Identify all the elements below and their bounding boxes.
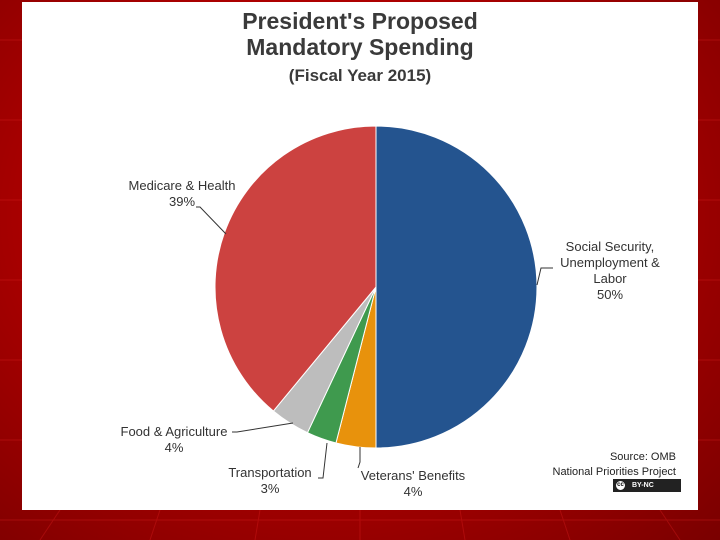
leader-food bbox=[232, 422, 294, 433]
cc-license-text: BY-NC bbox=[632, 482, 654, 489]
label-veterans: Veterans' Benefits 4% bbox=[360, 468, 466, 499]
label-transportation: Transportation 3% bbox=[228, 465, 312, 496]
leader-veterans bbox=[357, 447, 361, 469]
chart-subtitle: (Fiscal Year 2015) bbox=[288, 66, 432, 85]
chart-title: President's Proposed Mandatory Spending bbox=[242, 8, 478, 60]
cc-icon: cc bbox=[615, 480, 626, 491]
label-food: Food & Agriculture 4% bbox=[120, 424, 228, 455]
leader-social bbox=[536, 267, 553, 286]
leader-medicare bbox=[196, 206, 227, 235]
cc-license-badge: cc BY-NC bbox=[613, 479, 681, 492]
label-medicare: Medicare & Health 39% bbox=[128, 178, 236, 209]
label-social-security: Social Security, Unemployment & Labor 50… bbox=[560, 239, 660, 302]
leader-transportation bbox=[318, 442, 328, 479]
source-note: Source: OMB National Priorities Project bbox=[552, 451, 677, 478]
pie-slice-social-security-unemployment-labor bbox=[375, 125, 538, 449]
